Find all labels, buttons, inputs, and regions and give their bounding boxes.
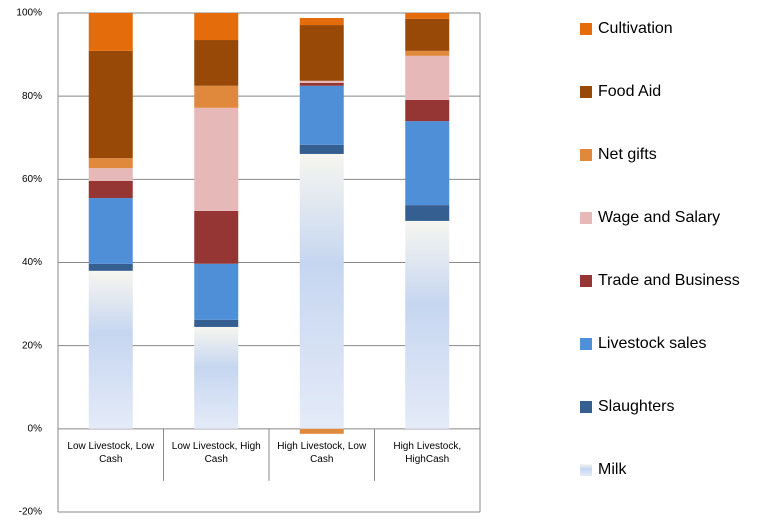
bar-segment xyxy=(88,198,133,264)
legend-swatch xyxy=(580,338,592,350)
bar-segment xyxy=(299,25,344,81)
bar-segment xyxy=(194,326,239,429)
bar-segment xyxy=(194,263,239,320)
bar-segment xyxy=(405,50,450,56)
bar-segment xyxy=(194,319,239,327)
bar-segment xyxy=(194,85,239,108)
legend-swatch xyxy=(580,86,592,98)
y-tick-label: 100% xyxy=(16,8,42,19)
bar-segment xyxy=(299,17,344,26)
bar-segment xyxy=(194,13,239,41)
legend-swatch xyxy=(580,23,592,35)
legend-label: Trade and Business xyxy=(598,272,740,289)
bar-segment xyxy=(299,80,344,83)
y-tick-label: 40% xyxy=(22,257,42,268)
bar-segment xyxy=(405,121,450,206)
bar-segment xyxy=(405,18,450,51)
bar-segment xyxy=(194,210,239,264)
y-tick-label: 80% xyxy=(22,91,42,102)
legend-label: Wage and Salary xyxy=(598,209,720,226)
bar-segment xyxy=(405,220,450,429)
legend-label: Cultivation xyxy=(598,20,673,37)
bar-segment xyxy=(88,168,133,181)
bar-segment xyxy=(194,40,239,86)
y-tick-label: 20% xyxy=(22,340,42,351)
x-tick-label: High Livestock, Low Cash xyxy=(277,440,367,465)
bar-segment xyxy=(299,153,344,429)
bar-segment xyxy=(88,263,133,271)
bar-segment xyxy=(405,13,450,19)
bar-segment xyxy=(299,428,344,434)
bar-segment xyxy=(194,107,239,211)
bar-segment xyxy=(88,158,133,169)
x-tick-label: Low Livestock, Low Cash xyxy=(67,440,155,465)
legend-swatch xyxy=(580,275,592,287)
legend-label: Food Aid xyxy=(598,83,661,100)
legend-swatch xyxy=(580,149,592,161)
bar-segment xyxy=(405,55,450,100)
x-tick-label: High Livestock, HighCash xyxy=(393,440,462,465)
legend-swatch xyxy=(580,401,592,413)
legend-swatch xyxy=(580,464,592,476)
legend-swatch xyxy=(580,212,592,224)
bar-segment xyxy=(88,270,133,429)
legend-label: Livestock sales xyxy=(598,335,707,352)
bar-segment xyxy=(405,205,450,221)
bar-segment xyxy=(88,180,133,199)
bar-segment xyxy=(88,13,133,51)
y-tick-label: 60% xyxy=(22,174,42,185)
bar-segment xyxy=(88,50,133,159)
bar-segment xyxy=(299,82,344,86)
bar-segment xyxy=(299,85,344,145)
legend-label: Milk xyxy=(598,461,627,478)
legend-label: Net gifts xyxy=(598,146,657,163)
bar-segment xyxy=(299,144,344,154)
bar-segment xyxy=(405,99,450,122)
legend-label: Slaughters xyxy=(598,398,675,415)
y-tick-label: -20% xyxy=(19,507,42,518)
x-tick-label: Low Livestock, High Cash xyxy=(171,440,261,465)
y-tick-label: 0% xyxy=(28,423,43,434)
